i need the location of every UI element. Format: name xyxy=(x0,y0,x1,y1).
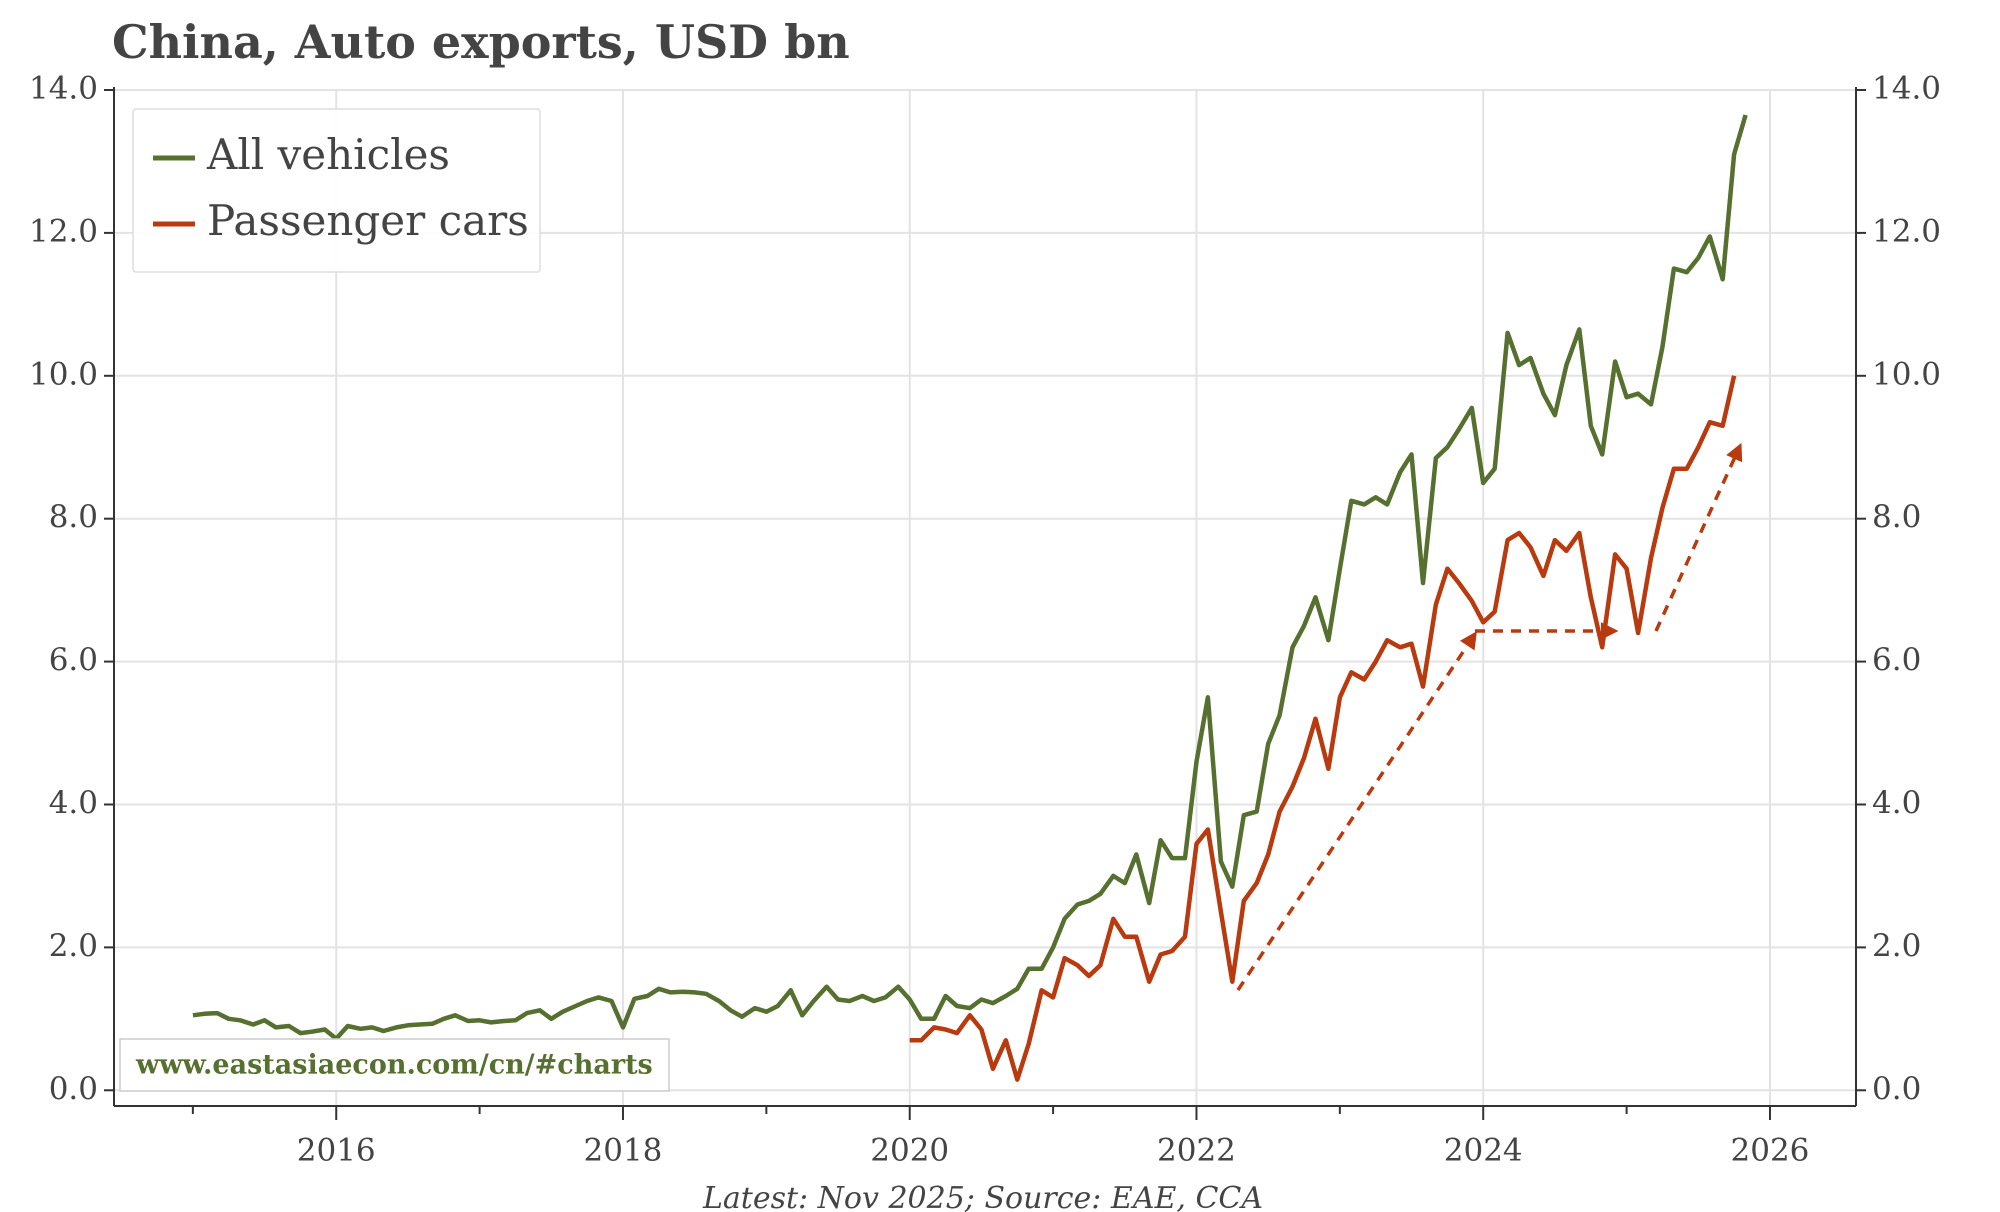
y-tick-label: 0.0 xyxy=(49,1071,98,1107)
y2-tick-label: 6.0 xyxy=(1872,642,1921,678)
legend-box xyxy=(132,108,541,273)
watermark-box xyxy=(119,1038,670,1092)
watermark: www.eastasiaecon.com/cn/#charts xyxy=(135,1050,653,1081)
y-tick-label: 6.0 xyxy=(49,642,98,678)
legend-label: Passenger cars xyxy=(207,196,529,245)
series-line xyxy=(909,375,1737,1082)
y2-tick-label: 0.0 xyxy=(1872,1071,1921,1107)
x-tick-label: 2020 xyxy=(870,1133,949,1169)
legend-label: All vehicles xyxy=(206,130,450,179)
chart-title: China, Auto exports, USD bn xyxy=(112,15,850,69)
y2-tick-label: 12.0 xyxy=(1872,213,1941,249)
x-tick-label: 2016 xyxy=(297,1133,376,1169)
y2-tick-label: 2.0 xyxy=(1872,928,1921,964)
y-tick-label: 14.0 xyxy=(29,71,98,107)
y2-tick-label: 10.0 xyxy=(1872,356,1941,392)
y-tick-label: 12.0 xyxy=(29,213,98,249)
trend-arrows xyxy=(1236,442,1743,991)
axes: 0.0 0.0 2.0 2.0 4.0 4.0 6.0 6.0 8.0 8.0 10.0 10.0 12… xyxy=(29,71,1941,1169)
source-note: Latest: Nov 2025; Source: EAE, CCA xyxy=(702,1181,1263,1212)
y-tick-label: 2.0 xyxy=(49,928,98,964)
x-tick-label: 2022 xyxy=(1157,1133,1236,1169)
x-tick-label: 2018 xyxy=(584,1133,663,1169)
series-line xyxy=(192,114,1748,1042)
y-tick-label: 4.0 xyxy=(49,785,98,821)
y2-tick-label: 4.0 xyxy=(1872,785,1921,821)
lines xyxy=(192,114,1748,1082)
legend: All vehicles Passenger cars xyxy=(153,130,529,245)
y2-tick-label: 14.0 xyxy=(1872,71,1941,107)
x-tick-label: 2024 xyxy=(1444,1133,1523,1169)
x-tick-label: 2026 xyxy=(1731,1133,1810,1169)
trend-arrow xyxy=(1654,442,1743,632)
y-tick-label: 10.0 xyxy=(29,356,98,392)
y2-tick-label: 8.0 xyxy=(1872,499,1921,535)
y-tick-label: 8.0 xyxy=(49,499,98,535)
